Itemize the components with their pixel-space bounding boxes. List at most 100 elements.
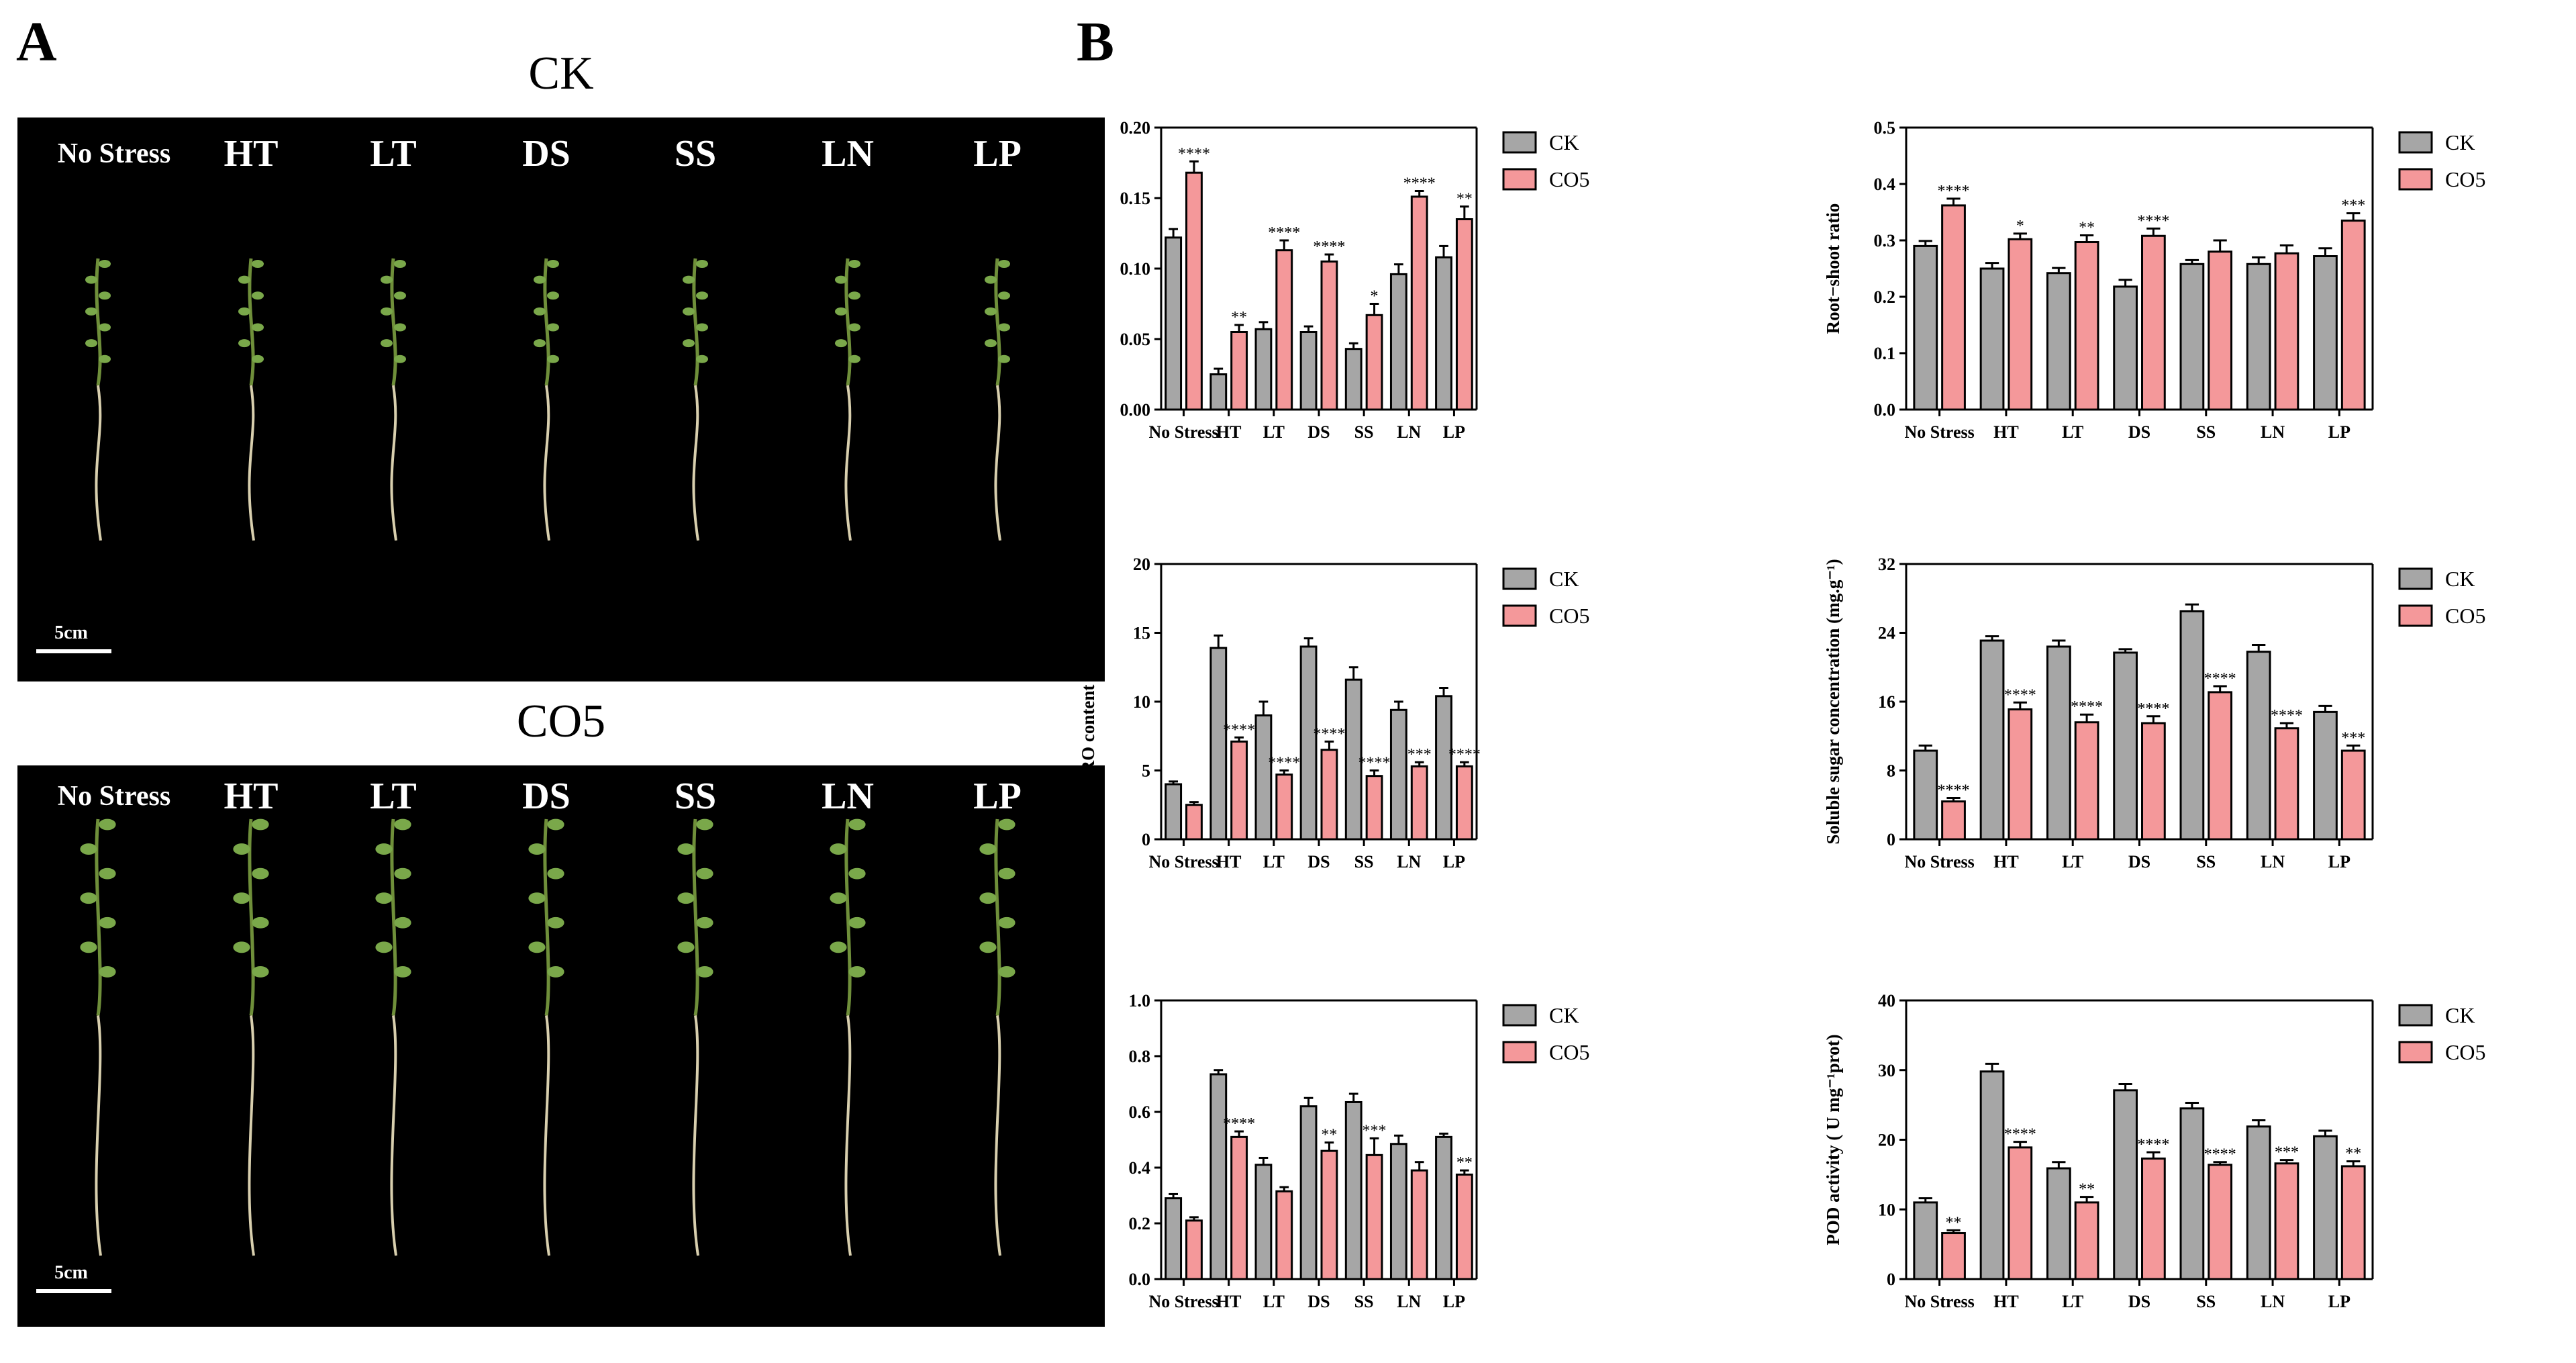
bar-ck	[1165, 236, 1183, 411]
scale-label-co5: 5cm	[54, 1262, 88, 1283]
x-tick-label: SS	[2196, 422, 2216, 442]
bar-ck	[1389, 1143, 1407, 1280]
significance-label: *	[1371, 288, 1379, 306]
x-tick-label: LN	[2261, 1292, 2285, 1311]
photo-label-lt: LT	[370, 775, 417, 817]
significance-label: **	[1946, 1214, 1962, 1231]
legend-label-ck: CK	[2445, 1003, 2475, 1027]
bar-ck	[1209, 373, 1228, 411]
x-tick-label: LP	[1443, 852, 1465, 872]
significance-label: ****	[2071, 698, 2103, 716]
bar-co5	[1230, 331, 1248, 411]
significance-label: **	[2079, 219, 2095, 236]
x-tick-label: LN	[1397, 852, 1421, 872]
significance-label: ***	[2341, 197, 2365, 215]
bar-co5	[1365, 314, 1383, 411]
y-tick-label: 0.6	[1129, 1102, 1151, 1122]
legend-swatch-ck	[2398, 131, 2433, 154]
x-tick-label: LT	[1263, 422, 1285, 442]
significance-label: ****	[1448, 746, 1481, 763]
significance-label: **	[2079, 1181, 2095, 1198]
bar-co5	[2340, 220, 2366, 411]
bar-co5	[2008, 708, 2033, 841]
photo-label-ln: LN	[822, 775, 874, 817]
bar-ck	[2113, 285, 2138, 411]
bar-ck	[1209, 1073, 1228, 1280]
y-axis-label: Soluble sugar concentration (mg.g⁻¹)	[1823, 559, 1843, 844]
bar-co5	[1185, 1219, 1203, 1280]
significance-label: ****	[1938, 782, 1970, 800]
y-tick-label: 0.5	[1874, 118, 1896, 138]
significance-label: ****	[1223, 1115, 1255, 1133]
legend-swatch-co5	[1502, 604, 1537, 627]
legend-swatch-co5	[2398, 604, 2433, 627]
bar-co5	[1941, 1232, 1966, 1280]
bar-co5	[1185, 804, 1203, 841]
bar-co5	[1185, 171, 1203, 411]
bar-ck	[2113, 1089, 2138, 1280]
scale-label-ck: 5cm	[54, 622, 88, 643]
y-tick-label: 0	[1142, 830, 1150, 849]
legend-swatch-co5	[1502, 1041, 1537, 1064]
significance-label: ***	[1407, 746, 1432, 763]
bar-co5	[1320, 1149, 1338, 1280]
photo-label-ds: DS	[522, 775, 571, 817]
x-tick-label: SS	[1354, 852, 1374, 872]
bar-ck	[2046, 645, 2071, 841]
seedling-1	[238, 258, 264, 541]
x-tick-label: No Stress	[1905, 1292, 1975, 1311]
bar-ck	[1389, 273, 1407, 411]
photo-co5: No Stress HT LT DS SS LN LP 5cm	[17, 765, 1105, 1327]
x-tick-label: DS	[2128, 1292, 2150, 1311]
seedling-2	[375, 818, 411, 1256]
panel-label-b: B	[1077, 11, 1115, 73]
y-tick-label: 0.4	[1874, 175, 1896, 194]
y-tick-label: 0.05	[1120, 330, 1151, 349]
x-tick-label: LP	[1443, 1292, 1465, 1311]
scale-bar-ck	[36, 649, 111, 653]
y-tick-label: 0	[1887, 830, 1895, 849]
bar-co5	[2141, 234, 2166, 411]
bar-co5	[2074, 1201, 2099, 1280]
bar-ck	[1254, 328, 1273, 411]
x-tick-label: HT	[1993, 852, 2019, 872]
photo-label-no-stress: No Stress	[57, 781, 171, 812]
legend-swatch-ck	[1502, 131, 1537, 154]
seedling-6	[985, 258, 1010, 541]
x-tick-label: DS	[2128, 422, 2150, 442]
bar-co5	[2141, 1158, 2166, 1280]
significance-label: ****	[1223, 721, 1255, 739]
chart-underground-fresh-weight: 0.00 0.05 0.10 0.15 0.20 Underground fresh we…	[1078, 118, 1589, 442]
bar-ck	[1913, 749, 1938, 841]
bar-co5	[1275, 1190, 1293, 1280]
bar-co5	[1365, 1154, 1383, 1280]
bar-ck	[2313, 1135, 2338, 1280]
x-tick-label: LP	[1443, 422, 1465, 442]
bar-ck	[2046, 1167, 2071, 1280]
significance-label: ***	[1363, 1122, 1387, 1139]
seedling-5	[835, 258, 860, 541]
legend-label-co5: CO5	[2445, 167, 2485, 191]
y-tick-label: 0.3	[1874, 231, 1896, 250]
bar-co5	[2274, 727, 2299, 841]
y-tick-label: 0.2	[1874, 287, 1896, 307]
y-tick-label: 0.4	[1129, 1158, 1151, 1178]
photo-title-ck: CK	[528, 48, 594, 99]
significance-label: ***	[2341, 729, 2365, 747]
bar-co5	[2274, 252, 2299, 411]
bar-co5	[1320, 261, 1338, 411]
significance-label: **	[1231, 309, 1247, 326]
legend-label-ck: CK	[1549, 130, 1579, 154]
significance-label: ****	[1358, 755, 1391, 772]
x-tick-label: DS	[1307, 422, 1330, 442]
bar-ck	[1254, 1164, 1273, 1280]
bar-ck	[1435, 1135, 1452, 1280]
significance-label: ****	[2004, 686, 2036, 704]
significance-label: ****	[1178, 145, 1210, 162]
y-tick-label: 32	[1878, 555, 1895, 574]
significance-label: ****	[2004, 1126, 2036, 1143]
x-tick-label: LT	[1263, 852, 1285, 872]
x-tick-label: DS	[1307, 852, 1330, 872]
y-tick-label: 0	[1887, 1270, 1895, 1289]
